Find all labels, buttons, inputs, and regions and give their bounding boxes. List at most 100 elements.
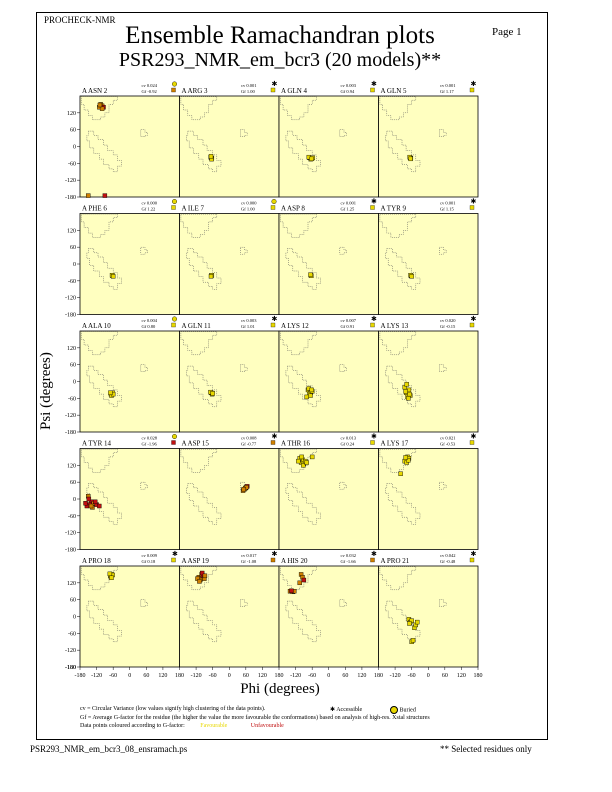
allowed-region (379, 213, 417, 238)
gf-value: Gf 0.94 (341, 89, 355, 94)
x-tick-label: 120 (258, 673, 267, 679)
gf-value: Gf -0.77 (241, 442, 257, 447)
gf-colour-box (469, 440, 475, 445)
residue-label: A HIS 20 (281, 557, 308, 565)
gf-value: Gf 1.00 (241, 207, 255, 212)
allowed-region (240, 364, 248, 372)
plot-panel (79, 448, 180, 550)
residue-label: A PRO 21 (381, 557, 410, 565)
residue-label: A GLN 5 (381, 87, 408, 95)
plot-panel (278, 330, 379, 433)
x-tick-label: -60 (408, 673, 416, 679)
buried-icon (171, 81, 177, 87)
data-point (398, 471, 403, 476)
page-frame (36, 12, 548, 740)
x-tick-label: 60 (442, 673, 448, 679)
accessible-icon: ✱ (471, 550, 477, 558)
data-point (301, 577, 307, 583)
accessible-icon: ✱ (371, 315, 377, 323)
data-point (241, 486, 246, 492)
allowed-region (280, 213, 317, 238)
gf-colour-box (270, 87, 276, 93)
allowed-region (180, 213, 218, 238)
y-tick-label: -180 (65, 313, 76, 319)
gf-value: Gf -0.92 (142, 89, 157, 94)
allowed-region (285, 130, 321, 173)
data-point (406, 396, 411, 401)
data-point (414, 619, 420, 625)
y-tick-label: -120 (65, 531, 76, 537)
data-point (83, 501, 88, 506)
allowed-region (285, 600, 321, 643)
plot-panel (378, 330, 479, 433)
data-point (301, 463, 306, 468)
cv-value: cv 0.042 (440, 553, 456, 558)
program-name: PROCHECK-NMR (44, 15, 116, 25)
allowed-region (285, 248, 321, 290)
allowed-region (240, 129, 248, 137)
residue-label: A ARG 3 (182, 87, 209, 95)
allowed-region (339, 129, 347, 137)
cv-value: cv 0.001 (241, 83, 257, 88)
plot-panel (79, 565, 180, 668)
allowed-region (385, 483, 421, 525)
cv-value: cv 0.028 (142, 436, 158, 441)
data-point (86, 193, 91, 198)
y-tick-label: 120 (67, 228, 76, 234)
x-tick-label: -120 (390, 673, 401, 679)
cv-value: cv 0.021 (440, 436, 456, 441)
data-point (289, 588, 294, 593)
data-point (309, 387, 314, 393)
x-tick-label: -120 (290, 673, 301, 679)
y-tick-label: -180 (65, 430, 76, 436)
gf-value: Gf -0.15 (440, 324, 456, 329)
cv-value: cv 0.003 (241, 318, 257, 323)
allowed-region (385, 365, 421, 408)
gf-colour-box (469, 322, 475, 328)
gf-colour-box (270, 322, 276, 328)
residue-label: A GLN 11 (182, 322, 212, 330)
allowed-region (140, 246, 148, 255)
y-tick-label: 0 (73, 145, 76, 151)
allowed-region (280, 566, 317, 591)
gf-colour-box (270, 205, 276, 210)
gf-value: Gf 1.15 (440, 207, 454, 212)
residue-label: A ILE 7 (182, 205, 205, 213)
residue-label: A THR 16 (281, 440, 311, 448)
footer-filename: PSR293_NMR_em_bcr3_08_ensramach.ps (30, 744, 188, 754)
allowed-region (439, 246, 447, 255)
gf-colour-box (370, 440, 375, 445)
y-tick-label: -120 (65, 296, 76, 302)
data-point (304, 394, 309, 400)
cv-value: cv 0.017 (241, 553, 257, 558)
legend-cv: cv = Circular Variance (low values signi… (80, 706, 266, 712)
allowed-region (180, 96, 218, 121)
legend-favourable: Favourable (200, 723, 228, 729)
gf-colour-box (469, 87, 475, 93)
y-tick-label: -60 (68, 396, 76, 402)
allowed-region (285, 365, 321, 408)
x-axis-label: Phi (degrees) (240, 681, 320, 697)
legend-colour-label: Data points coloured according to G-fact… (80, 723, 185, 729)
data-point (197, 579, 202, 584)
gf-colour-box (171, 440, 176, 445)
data-point (97, 503, 102, 509)
data-point (407, 621, 412, 626)
allowed-region (379, 331, 417, 356)
residue-label: A ALA 10 (82, 322, 111, 330)
legend-buried-label: Buried (399, 707, 416, 714)
y-tick-label: 0 (73, 380, 76, 386)
x-tick-label: 180 (275, 673, 284, 679)
x-tick-label: -60 (109, 673, 117, 679)
y-tick-label: 0 (73, 497, 76, 503)
y-tick-label: -120 (65, 178, 76, 184)
allowed-region (280, 331, 317, 356)
plot-panel (79, 213, 180, 315)
x-tick-label: 180 (374, 673, 383, 679)
x-tick-label: 60 (342, 673, 348, 679)
accessible-icon: ✱ (371, 80, 377, 88)
allowed-region (186, 600, 222, 643)
gf-colour-box (270, 440, 276, 445)
cv-value: cv 0.009 (142, 553, 158, 558)
x-tick-label: 60 (243, 673, 249, 679)
